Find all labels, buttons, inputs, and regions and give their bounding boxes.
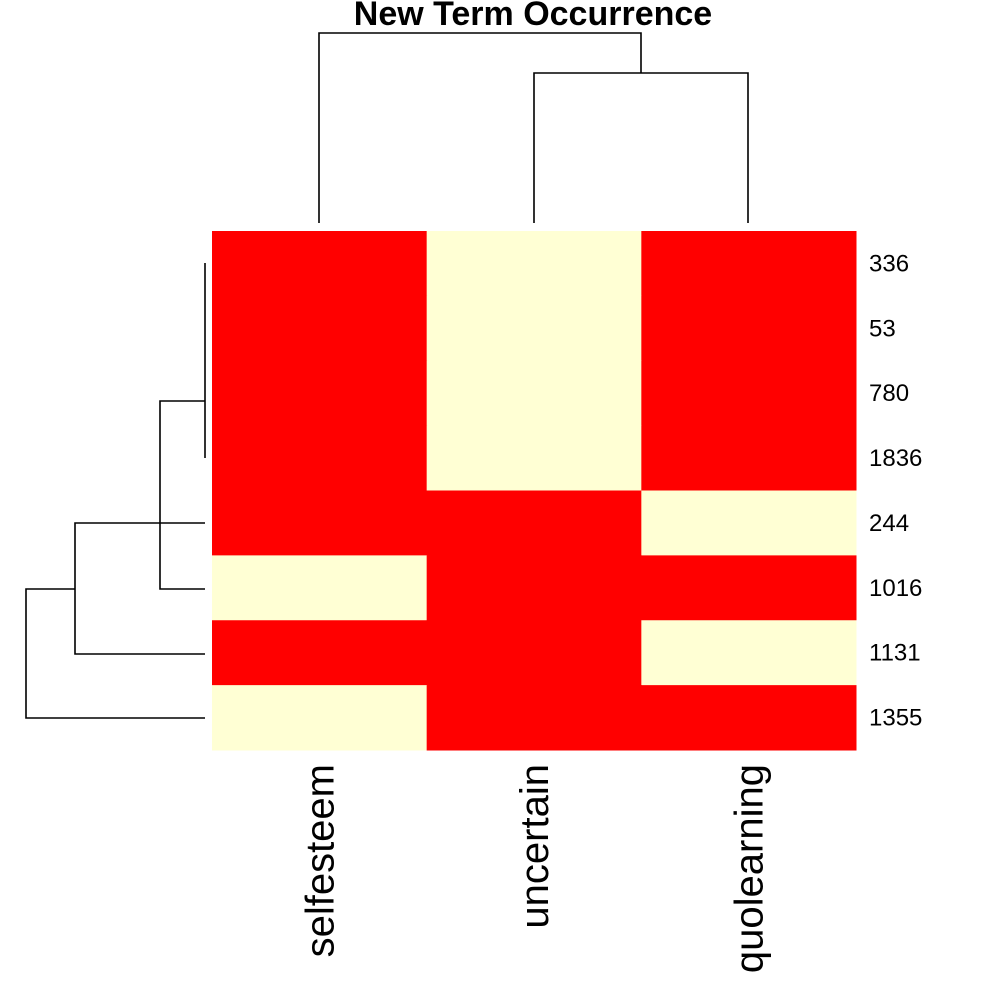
- heatmap-cell-780-selfesteem: [212, 360, 428, 427]
- heatmap-cell-1131-quolearning: [641, 620, 857, 686]
- row-dendrogram: [25, 263, 206, 719]
- row-label: 1836: [869, 445, 922, 472]
- heatmap-cell-1355-selfesteem: [212, 685, 428, 751]
- column-dendrogram-link-inner: [533, 72, 749, 223]
- column-dendrogram-link-root: [318, 32, 642, 223]
- heatmap-cells: [212, 231, 857, 751]
- row-label: 780: [869, 380, 909, 407]
- heatmap-cell-1355-uncertain: [426, 685, 642, 751]
- heatmap-cell-244-quolearning: [641, 490, 857, 556]
- row-label: 1355: [869, 705, 922, 732]
- heatmap-cell-1131-selfesteem: [212, 620, 428, 686]
- heatmap-cell-780-quolearning: [641, 360, 857, 427]
- row-label: 244: [869, 510, 909, 537]
- column-dendrogram: [318, 32, 749, 223]
- row-label: 336: [869, 250, 909, 277]
- column-label: quolearning: [728, 764, 772, 973]
- row-label: 1131: [869, 640, 921, 667]
- heatmap-cell-53-quolearning: [641, 295, 857, 362]
- column-labels: selfesteem uncertain quolearning: [298, 764, 771, 973]
- heatmap-cell-1016-quolearning: [641, 555, 857, 621]
- heatmap-cell-1355-quolearning: [641, 685, 857, 751]
- heatmap-cell-1131-uncertain: [426, 620, 642, 686]
- row-label: 1016: [869, 575, 922, 602]
- heatmap-cell-1016-uncertain: [426, 555, 642, 621]
- chart-title: New Term Occurrence: [354, 0, 712, 33]
- column-label: selfesteem: [298, 764, 342, 957]
- row-labels: 336 53 780 1836 244 1016 1131 1355: [869, 250, 922, 731]
- heatmap-cell-1836-uncertain: [426, 425, 642, 492]
- heatmap-cell-244-selfesteem: [212, 490, 428, 556]
- heatmap-cell-336-quolearning: [641, 231, 857, 297]
- row-label: 53: [869, 315, 896, 342]
- heatmap-cell-1836-quolearning: [641, 425, 857, 492]
- row-dendrogram-link-7: [25, 588, 205, 719]
- heatmap-cell-336-uncertain: [426, 231, 642, 297]
- heatmap-cell-53-selfesteem: [212, 295, 428, 362]
- heatmap-cell-1016-selfesteem: [212, 555, 428, 621]
- heatmap-cell-1836-selfesteem: [212, 425, 428, 492]
- heatmap-cell-336-selfesteem: [212, 231, 428, 297]
- heatmap-cell-780-uncertain: [426, 360, 642, 427]
- heatmap-cell-244-uncertain: [426, 490, 642, 556]
- heatmap-cell-53-uncertain: [426, 295, 642, 362]
- row-dendrogram-link-4: [159, 400, 205, 590]
- column-label: uncertain: [513, 764, 557, 929]
